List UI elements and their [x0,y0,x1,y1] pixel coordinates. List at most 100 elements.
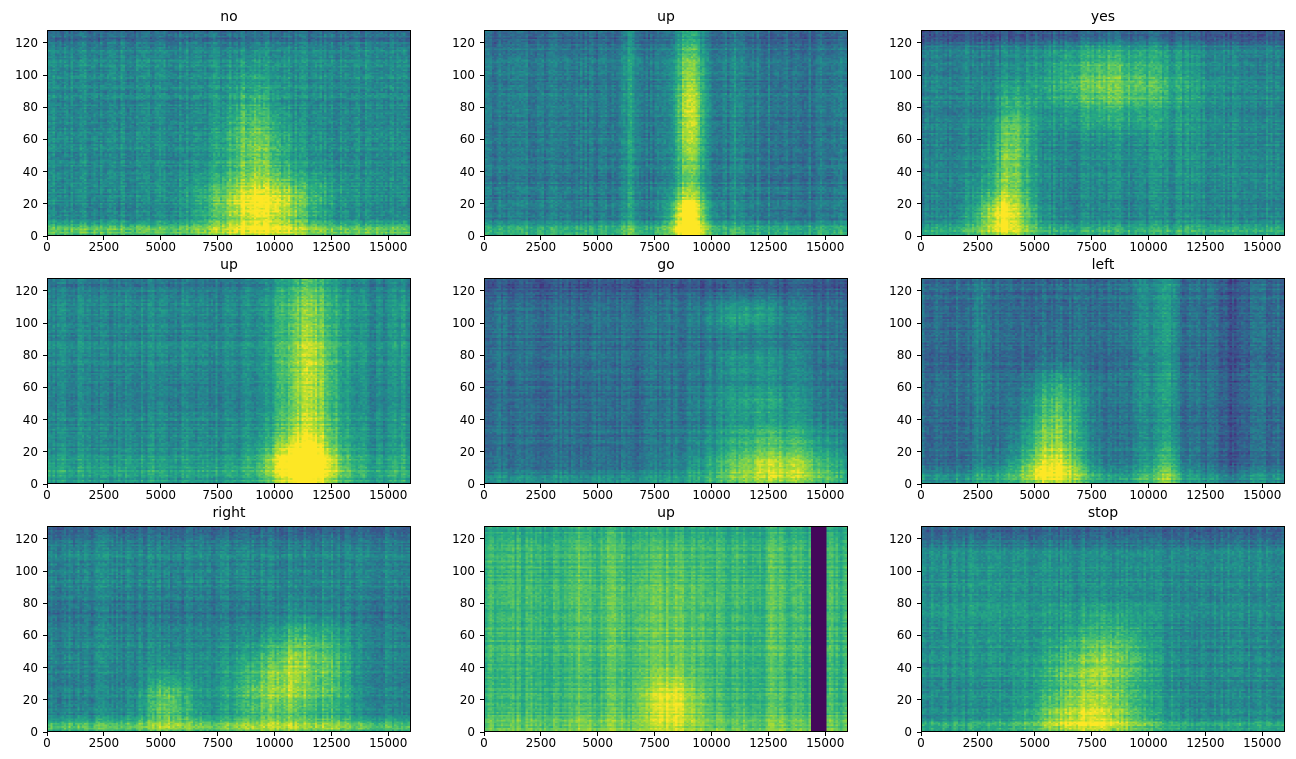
x-tick-label: 2500 [88,736,120,750]
y-tick-mark [480,699,484,701]
x-tick-label: 12500 [312,240,351,254]
x-tick-mark [1148,484,1149,488]
y-tick-mark [43,538,47,540]
x-tick-mark [711,484,712,488]
y-axis-labels: 0 20 40 60 80 100 120 [7,526,47,739]
x-tick-label: 2500 [525,488,557,502]
x-tick-label: 0 [43,488,51,502]
x-tick-mark [46,484,48,488]
y-tick-mark [43,386,47,388]
x-tick-mark [160,236,162,240]
panel-title: left [1091,257,1115,273]
x-tick-label: 0 [917,736,925,750]
plot-area [484,526,848,732]
y-tick-label: 80 [22,100,38,115]
x-tick-label: 10000 [255,488,294,502]
y-tick-label: 80 [896,100,912,115]
x-axis-labels: 0 2500 5000 7500 10000 12500 15000 [43,484,411,502]
y-tick-label: 0 [467,477,475,491]
x-tick-mark [1204,732,1206,736]
y-tick-label: 120 [15,283,38,298]
plot-row: 0 20 40 60 80 100 120 [881,30,1285,243]
x-tick-mark [387,484,389,488]
panel-up-2: up 0 20 40 60 80 100 120 0 2500 5000 7500 10000 125… [7,254,411,502]
y-tick-label: 80 [459,348,475,363]
x-axis-labels: 0 2500 5000 7500 10000 12500 15000 [480,484,848,502]
x-tick-mark [824,484,826,488]
y-tick-label: 80 [459,100,475,115]
x-tick-label: 10000 [1129,736,1168,750]
x-tick-label: 5000 [145,240,177,254]
plot-row: 0 20 40 60 80 100 120 [7,278,411,491]
x-tick-label: 12500 [312,488,351,502]
plot-area [484,30,848,236]
x-axis-labels: 0 2500 5000 7500 10000 12500 15000 [480,236,848,254]
x-tick-label: 5000 [582,488,614,502]
y-tick-label: 0 [904,229,912,243]
y-tick-label: 0 [30,229,38,243]
x-tick-label: 10000 [692,736,731,750]
y-tick-label: 120 [452,35,475,50]
x-tick-label: 0 [480,240,488,254]
plot-row: 0 20 40 60 80 100 120 [444,278,848,491]
y-tick-mark [480,354,484,356]
y-axis-labels: 0 20 40 60 80 100 120 [7,30,47,243]
plot-area [921,526,1285,732]
x-tick-mark [46,236,48,240]
y-tick-label: 20 [896,692,912,707]
y-axis-labels: 0 20 40 60 80 100 120 [444,30,484,243]
y-tick-label: 100 [15,564,38,579]
y-tick-mark [480,483,484,485]
y-tick-mark [917,138,921,140]
x-tick-mark [1204,484,1206,488]
spectrogram-image-up-3 [485,527,847,731]
y-tick-mark [480,731,484,733]
y-axis-labels: 0 20 40 60 80 100 120 [881,30,921,243]
x-tick-label: 2500 [962,240,994,254]
x-tick-mark [654,236,656,240]
x-tick-mark [767,732,769,736]
x-tick-label: 12500 [749,488,788,502]
plot-area [921,278,1285,484]
x-tick-label: 0 [480,736,488,750]
y-axis-labels: 0 20 40 60 80 100 120 [7,278,47,491]
y-tick-label: 0 [904,477,912,491]
plot-row: 0 20 40 60 80 100 120 [444,526,848,739]
x-tick-mark [160,484,162,488]
y-axis-labels: 0 20 40 60 80 100 120 [881,278,921,491]
x-tick-mark [1261,236,1263,240]
x-tick-label: 10000 [255,240,294,254]
y-tick-label: 80 [22,348,38,363]
plot-area [47,278,411,484]
y-tick-label: 40 [22,660,38,675]
y-tick-mark [480,106,484,108]
x-tick-mark [46,732,48,736]
panel-up-3: up 0 20 40 60 80 100 120 0 2500 5000 7500 10000 125… [444,502,848,750]
x-tick-label: 12500 [1186,488,1225,502]
x-tick-label: 15000 [1243,736,1282,750]
x-tick-mark [330,236,332,240]
x-tick-label: 5000 [1019,736,1051,750]
x-tick-label: 10000 [255,736,294,750]
x-tick-label: 12500 [1186,736,1225,750]
y-tick-mark [480,322,484,324]
y-tick-label: 60 [896,132,912,147]
x-tick-label: 5000 [145,488,177,502]
y-tick-label: 120 [889,531,912,546]
y-tick-label: 0 [904,725,912,739]
y-axis-labels: 0 20 40 60 80 100 120 [444,278,484,491]
y-tick-label: 60 [896,628,912,643]
x-axis-labels: 0 2500 5000 7500 10000 12500 15000 [917,236,1285,254]
x-tick-label: 0 [43,240,51,254]
plot-row: 0 20 40 60 80 100 120 [881,278,1285,491]
x-tick-label: 2500 [525,240,557,254]
x-tick-label: 0 [917,488,925,502]
y-tick-label: 100 [452,564,475,579]
x-tick-label: 15000 [806,488,845,502]
x-tick-mark [597,236,599,240]
x-tick-label: 2500 [88,240,120,254]
y-tick-label: 40 [459,412,475,427]
y-tick-label: 100 [15,316,38,331]
y-tick-mark [917,386,921,388]
